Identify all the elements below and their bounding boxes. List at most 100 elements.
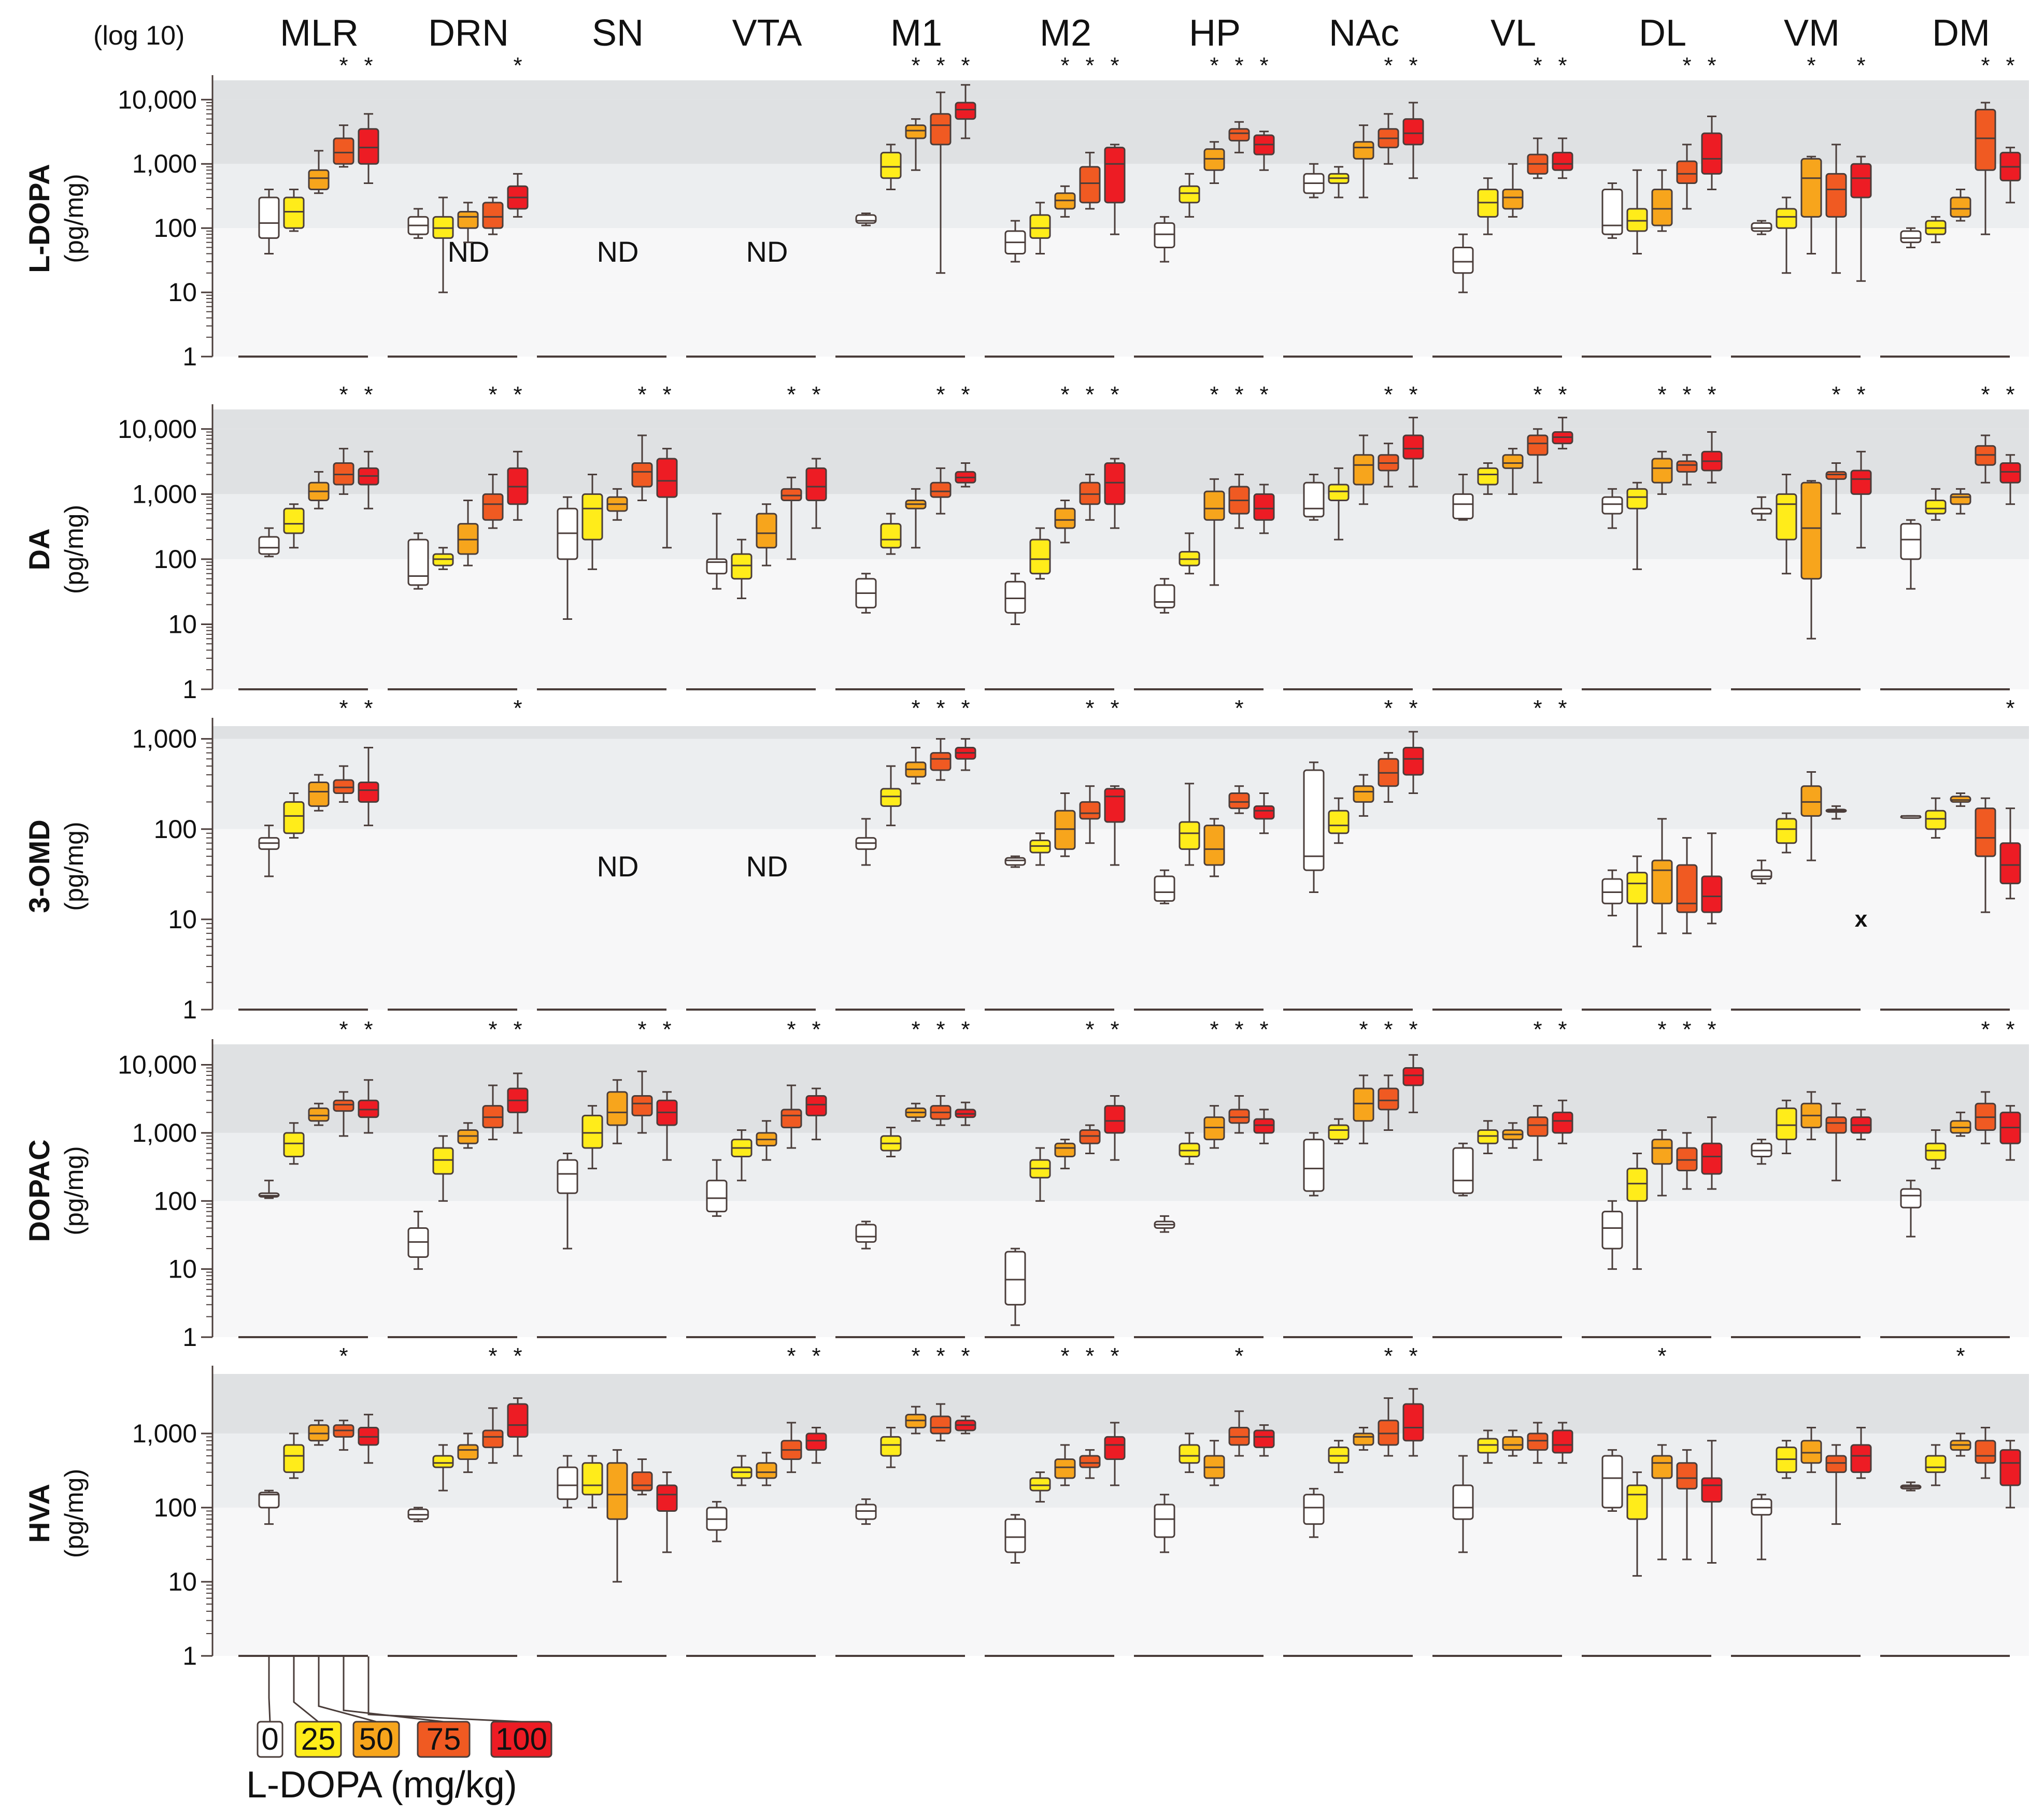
box-body (557, 1466, 578, 1500)
box-hva-vta-dose-50 (756, 1452, 777, 1486)
box-body (1452, 246, 1474, 274)
band-l-dopa-top (212, 80, 2029, 100)
box-body (930, 481, 952, 498)
legend-label-0: 0 (261, 1722, 278, 1756)
box-3-omd-m2-dose-75 (1079, 785, 1101, 844)
region-header-vta: VTA (732, 12, 802, 54)
box-body (283, 1444, 305, 1473)
box-dopac-drn-dose-100 (507, 1072, 529, 1134)
star-da-hp-dose-75: * (1234, 382, 1243, 407)
box-dopac-m2-dose-75 (1079, 1124, 1101, 1154)
box-l-dopa-mlr-dose-75 (333, 124, 354, 168)
box-hva-dl-dose-25 (1626, 1471, 1648, 1577)
band-3-omd-1 (212, 829, 2029, 919)
box-hva-sn-dose-50 (606, 1449, 628, 1583)
box-3-omd-vm-dose-75 (1825, 805, 1847, 820)
box-body (1502, 1436, 1524, 1451)
box-dopac-mlr-dose-75 (333, 1091, 354, 1137)
star-da-mlr-dose-75: * (339, 382, 348, 407)
box-body (1975, 1440, 1996, 1464)
star-dopac-nac-dose-100: * (1409, 1017, 1417, 1042)
y-tick-label-3-omd-2: 100 (154, 815, 197, 844)
box-dopac-hp-dose-25 (1179, 1132, 1200, 1165)
box-body (308, 169, 330, 191)
star-l-dopa-m2-dose-100: * (1110, 53, 1119, 78)
box-body (1079, 1455, 1101, 1468)
band-l-dopa-0 (212, 292, 2029, 357)
box-body (1402, 747, 1424, 776)
star-dopac-m1-dose-50: * (911, 1017, 920, 1042)
box-hva-mlr-dose-50 (308, 1420, 330, 1446)
box-l-dopa-dm-dose-100 (1999, 147, 2021, 204)
box-l-dopa-m1-dose-25 (880, 144, 902, 191)
star-dopac-dl-dose-50: * (1657, 1017, 1666, 1042)
box-dopac-m1-dose-0 (855, 1221, 877, 1250)
box-da-m1-dose-0 (855, 573, 877, 614)
box-3-omd-hp-dose-100 (1253, 792, 1275, 834)
box-body (1651, 189, 1673, 226)
box-da-hp-dose-0 (1154, 578, 1175, 614)
box-dopac-drn-dose-25 (432, 1135, 454, 1202)
box-l-dopa-dl-dose-100 (1701, 115, 1723, 191)
box-body (1004, 580, 1026, 614)
box-l-dopa-drn-dose-100 (507, 173, 529, 218)
box-body (1925, 1142, 1947, 1161)
star-3-omd-m2-dose-75: * (1085, 696, 1094, 721)
box-dopac-hp-dose-100 (1253, 1109, 1275, 1144)
box-da-vl-dose-50 (1502, 448, 1524, 495)
region-header-vl: VL (1491, 12, 1536, 54)
box-body (1402, 1067, 1424, 1086)
box-3-omd-m2-dose-25 (1029, 832, 1051, 866)
box-l-dopa-drn-dose-0 (407, 208, 429, 239)
box-da-vm-dose-0 (1751, 496, 1772, 521)
y-tick-label-3-omd-0: 1 (182, 995, 197, 1024)
y-tick-label-dopac-2: 100 (154, 1186, 197, 1215)
legend-swatch-75 (417, 1721, 471, 1758)
box-hva-sn-dose-75 (631, 1458, 653, 1496)
box-l-dopa-m1-dose-100 (955, 84, 976, 139)
box-hva-nac-dose-100 (1402, 1388, 1424, 1457)
box-da-nac-dose-75 (1378, 443, 1399, 488)
box-l-dopa-m2-dose-50 (1054, 185, 1076, 218)
box-body (1054, 507, 1076, 529)
box-da-vl-dose-75 (1527, 428, 1549, 484)
box-body (358, 781, 379, 803)
box-dopac-sn-dose-25 (581, 1105, 603, 1170)
box-body (1179, 1444, 1200, 1464)
box-hva-drn-dose-25 (432, 1444, 454, 1492)
star-da-m2-dose-50: * (1060, 382, 1069, 407)
box-body (1228, 792, 1250, 810)
star-hva-m2-dose-50: * (1060, 1343, 1069, 1369)
box-body (1328, 810, 1350, 834)
box-da-vta-dose-50 (756, 503, 777, 566)
star-da-m2-dose-75: * (1085, 382, 1094, 407)
box-l-dopa-hp-dose-100 (1253, 131, 1275, 171)
box-body (1776, 493, 1797, 541)
box-body (1303, 481, 1325, 518)
box-body (1925, 500, 1947, 515)
legend-leader-50 (318, 1656, 377, 1723)
y-unit-da: (pg/mg) (60, 505, 89, 594)
region-header-hp: HP (1189, 12, 1241, 54)
band-da-1 (212, 559, 2029, 625)
y-tick-label-hva-0: 1 (182, 1641, 197, 1670)
star-l-dopa-m2-dose-75: * (1085, 53, 1094, 78)
box-body (905, 124, 927, 139)
box-hva-vta-dose-25 (731, 1455, 753, 1486)
box-hva-vm-dose-100 (1850, 1427, 1872, 1479)
box-3-omd-dl-dose-100 (1701, 832, 1723, 925)
box-da-mlr-dose-75 (333, 448, 354, 495)
box-body (1626, 488, 1648, 509)
panel-backgrounds (212, 80, 2029, 1656)
star-da-nac-dose-75: * (1384, 382, 1393, 407)
box-body (1825, 1116, 1847, 1134)
box-l-dopa-vl-dose-0 (1452, 233, 1474, 293)
box-dopac-m2-dose-100 (1104, 1095, 1126, 1161)
box-dopac-dm-dose-100 (1999, 1105, 2021, 1161)
box-da-vta-dose-25 (731, 538, 753, 599)
box-body (1701, 1142, 1723, 1175)
y-tick-label-da-3: 1,000 (132, 479, 197, 508)
box-body (1975, 109, 1996, 171)
box-da-m1-dose-100 (955, 462, 976, 488)
box-da-dl-dose-50 (1651, 450, 1673, 495)
